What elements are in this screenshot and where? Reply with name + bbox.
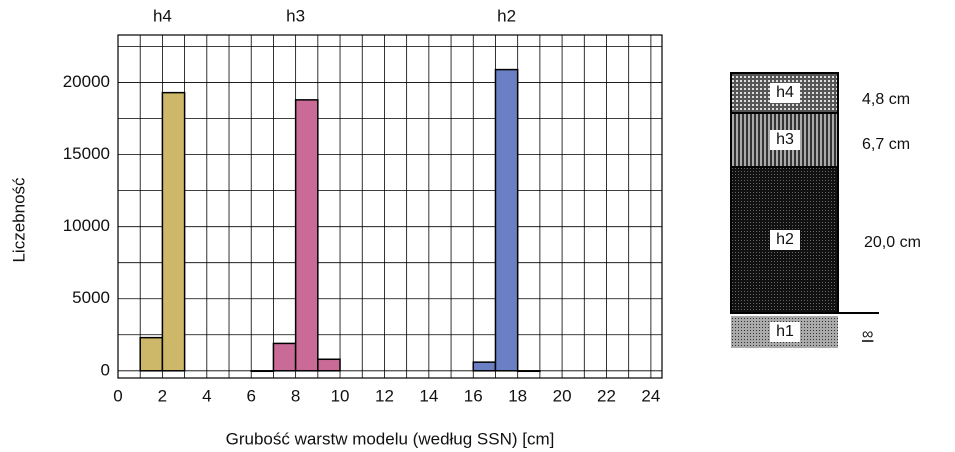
y-axis-label: Liczebność	[9, 177, 28, 263]
x-tick-label: 24	[641, 386, 660, 405]
y-tick-label: 0	[101, 360, 110, 379]
histogram-bar	[317, 358, 341, 372]
y-tick-label: 10000	[63, 216, 110, 235]
histogram-bar	[494, 68, 519, 372]
layer-label-box	[770, 322, 800, 342]
histogram-bar	[516, 370, 541, 373]
histogram-bar	[272, 342, 297, 372]
x-tick-label: 18	[508, 386, 527, 405]
series-label: h4	[153, 6, 172, 25]
layer-label: h1	[776, 323, 794, 340]
histogram-bar	[294, 99, 319, 372]
plot-frame	[117, 34, 663, 379]
x-tick-label: 16	[464, 386, 483, 405]
x-tick-label: 0	[113, 386, 122, 405]
layer-thickness: ∞	[862, 326, 873, 343]
histogram-bar	[250, 370, 275, 373]
x-tick-label: 2	[158, 386, 167, 405]
x-tick-label: 20	[553, 386, 572, 405]
x-tick-label: 22	[597, 386, 616, 405]
layer-label: h2	[776, 231, 794, 248]
y-tick-label: 15000	[63, 144, 110, 163]
histogram-bar	[161, 91, 186, 372]
layer-diagram: h4 4,8 cm h3 6,7 cm h2 20,0 cm h1 ∞	[730, 72, 921, 348]
y-tick-label: 20000	[63, 72, 110, 91]
series-label: h2	[497, 6, 516, 25]
x-tick-label: 10	[331, 386, 350, 405]
layer-thickness: 4,8 cm	[862, 91, 910, 108]
layer-label-box	[770, 230, 800, 250]
layer-label: h4	[776, 84, 794, 101]
histogram-bar	[472, 361, 497, 372]
layer-thickness: 20,0 cm	[864, 234, 921, 251]
layer-label: h3	[776, 131, 794, 148]
layer-thickness: 6,7 cm	[862, 136, 910, 153]
x-tick-label: 6	[246, 386, 255, 405]
x-tick-label: 14	[419, 386, 438, 405]
layer-label-box	[770, 83, 800, 103]
series-label: h3	[286, 6, 305, 25]
x-tick-label: 12	[375, 386, 394, 405]
x-tick-label: 4	[202, 386, 211, 405]
histogram-bar	[139, 336, 164, 372]
layer-label-box	[770, 130, 800, 150]
y-tick-label: 5000	[72, 288, 110, 307]
x-axis-label: Grubość warstw modelu (według SSN) [cm]	[226, 429, 555, 448]
x-tick-label: 8	[291, 386, 300, 405]
